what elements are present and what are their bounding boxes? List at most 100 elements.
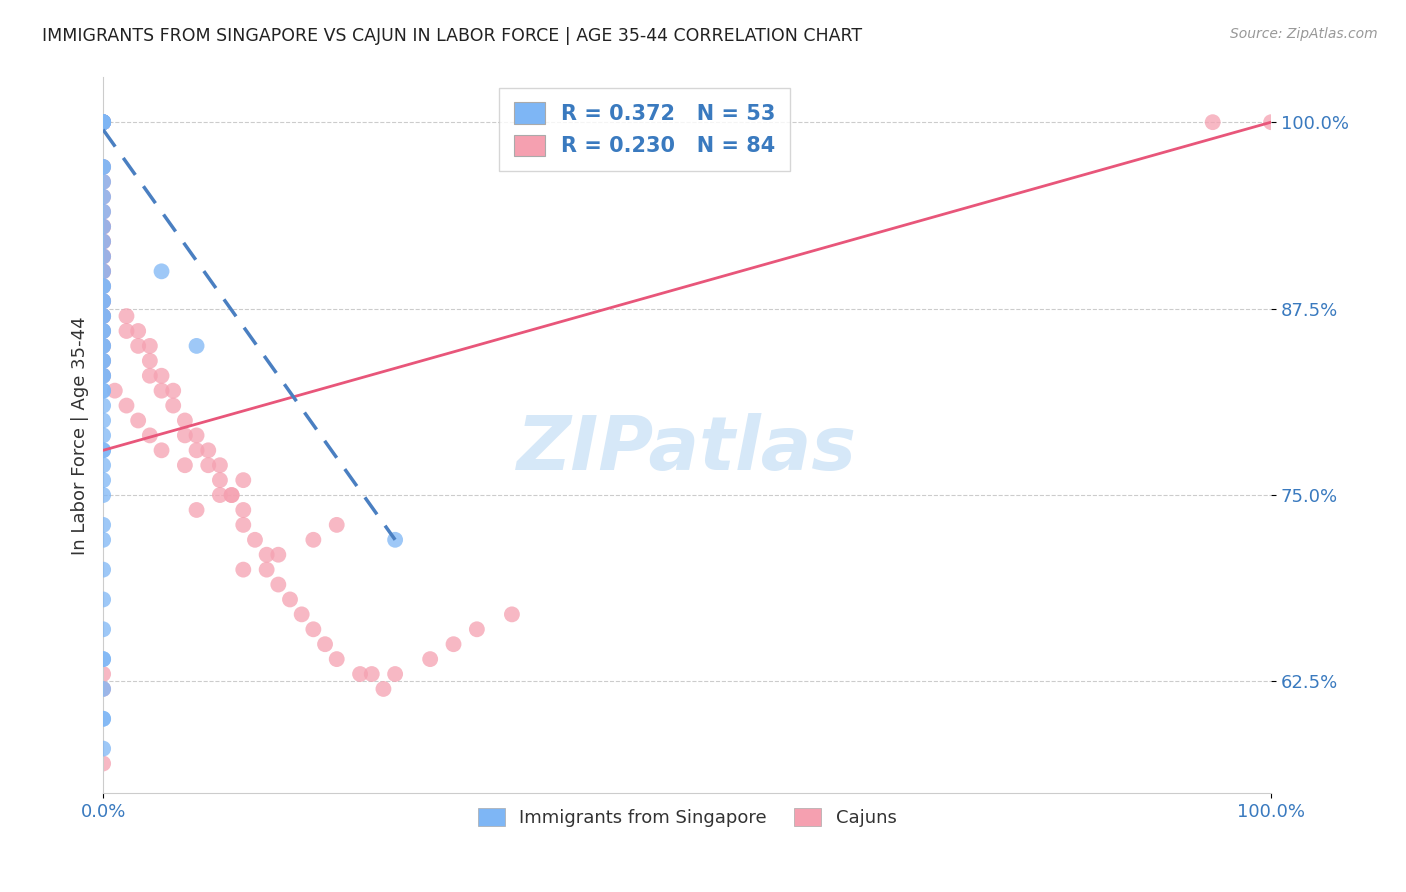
- Point: [443, 637, 465, 651]
- Point: [91, 115, 114, 129]
- Point: [91, 681, 114, 696]
- Legend: Immigrants from Singapore, Cajuns: Immigrants from Singapore, Cajuns: [471, 801, 904, 834]
- Point: [232, 473, 254, 487]
- Point: [91, 622, 114, 636]
- Point: [186, 503, 208, 517]
- Point: [232, 517, 254, 532]
- Point: [91, 533, 114, 547]
- Point: [91, 160, 114, 174]
- Point: [91, 264, 114, 278]
- Point: [150, 443, 173, 458]
- Point: [501, 607, 523, 622]
- Point: [267, 548, 290, 562]
- Point: [91, 264, 114, 278]
- Point: [91, 309, 114, 323]
- Point: [256, 548, 278, 562]
- Point: [1260, 115, 1282, 129]
- Point: [91, 279, 114, 293]
- Point: [91, 428, 114, 442]
- Point: [91, 235, 114, 249]
- Point: [91, 115, 114, 129]
- Point: [91, 115, 114, 129]
- Point: [91, 339, 114, 353]
- Point: [91, 339, 114, 353]
- Point: [91, 309, 114, 323]
- Point: [91, 517, 114, 532]
- Point: [91, 115, 114, 129]
- Point: [91, 204, 114, 219]
- Point: [91, 399, 114, 413]
- Point: [91, 712, 114, 726]
- Point: [91, 368, 114, 383]
- Text: ZIPatlas: ZIPatlas: [517, 413, 858, 486]
- Point: [91, 592, 114, 607]
- Point: [91, 175, 114, 189]
- Point: [91, 294, 114, 309]
- Point: [91, 249, 114, 263]
- Point: [91, 339, 114, 353]
- Point: [91, 115, 114, 129]
- Point: [91, 652, 114, 666]
- Point: [91, 279, 114, 293]
- Point: [139, 354, 162, 368]
- Point: [384, 667, 406, 681]
- Point: [91, 115, 114, 129]
- Point: [208, 488, 231, 502]
- Point: [186, 339, 208, 353]
- Point: [232, 503, 254, 517]
- Point: [91, 249, 114, 263]
- Point: [91, 190, 114, 204]
- Point: [1202, 115, 1225, 129]
- Point: [267, 577, 290, 591]
- Point: [91, 115, 114, 129]
- Point: [91, 160, 114, 174]
- Point: [373, 681, 395, 696]
- Point: [91, 368, 114, 383]
- Point: [91, 324, 114, 338]
- Point: [115, 399, 138, 413]
- Point: [91, 443, 114, 458]
- Point: [91, 384, 114, 398]
- Point: [384, 533, 406, 547]
- Point: [91, 354, 114, 368]
- Point: [243, 533, 266, 547]
- Point: [91, 235, 114, 249]
- Point: [91, 309, 114, 323]
- Point: [186, 428, 208, 442]
- Point: [115, 324, 138, 338]
- Point: [419, 652, 441, 666]
- Point: [127, 339, 149, 353]
- Point: [91, 443, 114, 458]
- Point: [465, 622, 488, 636]
- Point: [91, 667, 114, 681]
- Point: [91, 294, 114, 309]
- Point: [302, 622, 325, 636]
- Point: [360, 667, 382, 681]
- Point: [150, 384, 173, 398]
- Point: [91, 458, 114, 473]
- Point: [173, 458, 195, 473]
- Point: [302, 533, 325, 547]
- Point: [91, 115, 114, 129]
- Point: [291, 607, 314, 622]
- Point: [91, 741, 114, 756]
- Point: [208, 473, 231, 487]
- Point: [91, 309, 114, 323]
- Point: [91, 413, 114, 427]
- Point: [256, 563, 278, 577]
- Point: [139, 428, 162, 442]
- Point: [173, 413, 195, 427]
- Point: [139, 368, 162, 383]
- Point: [91, 160, 114, 174]
- Point: [139, 339, 162, 353]
- Point: [91, 368, 114, 383]
- Point: [91, 235, 114, 249]
- Point: [91, 294, 114, 309]
- Point: [91, 652, 114, 666]
- Point: [208, 458, 231, 473]
- Point: [173, 428, 195, 442]
- Point: [127, 324, 149, 338]
- Point: [91, 175, 114, 189]
- Point: [127, 413, 149, 427]
- Point: [91, 712, 114, 726]
